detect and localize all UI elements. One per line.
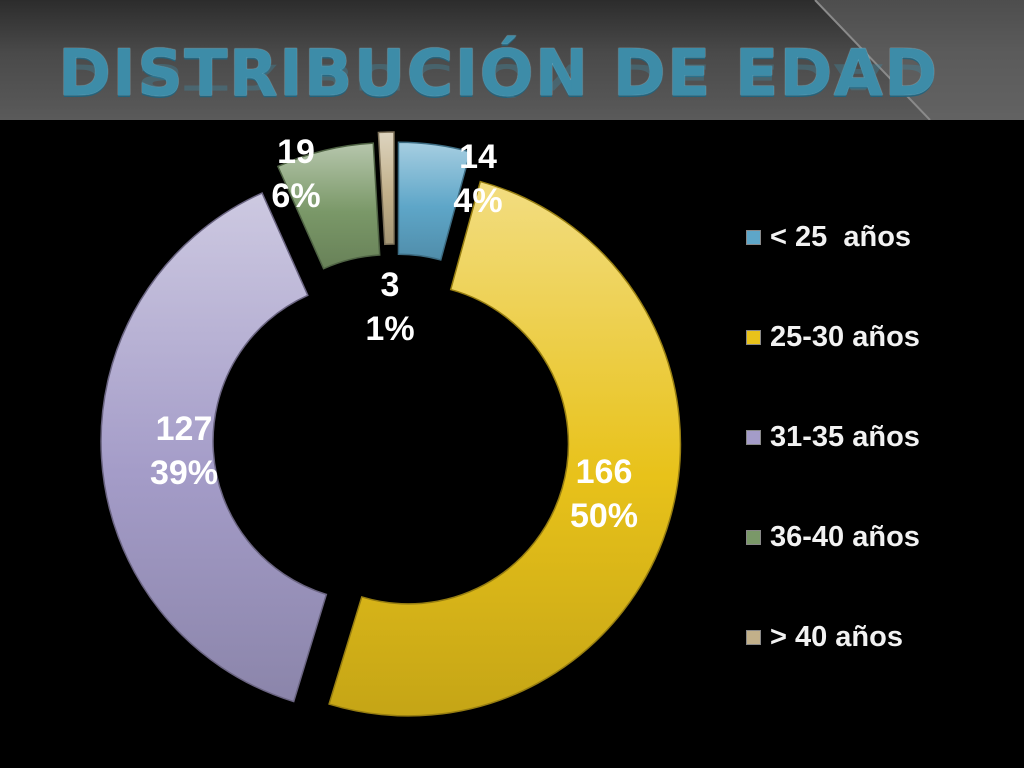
legend-swatch xyxy=(746,429,761,445)
slice-25-30 xyxy=(328,180,682,717)
data-label-percent-over-40: 1% xyxy=(365,310,414,348)
legend-label: < 25 años xyxy=(770,220,912,253)
data-label-value-36-40: 19 xyxy=(277,133,315,171)
legend-label: > 40 años xyxy=(770,620,903,653)
data-label-percent-36-40: 6% xyxy=(271,177,320,215)
legend-item-36-40: 36-40 años xyxy=(746,515,1016,559)
data-label-percent-31-35: 39% xyxy=(150,454,218,492)
legend-swatch xyxy=(746,629,761,645)
slide-title: DISTRIBUCIÓN DE EDAD xyxy=(58,37,939,111)
legend-label: 25-30 años xyxy=(770,320,920,353)
slice-36-40 xyxy=(276,142,381,270)
data-label-value-under-25: 14 xyxy=(459,138,497,176)
legend-item-31-35: 31-35 años xyxy=(746,415,1016,459)
legend-item-25-30: 25-30 años xyxy=(746,315,1016,359)
data-label-value-over-40: 3 xyxy=(381,266,400,304)
legend-item-over-40: > 40 años xyxy=(746,615,1016,659)
chart-legend: < 25 años 25-30 años 31-35 años 36-40 añ… xyxy=(746,215,1016,715)
legend-item-under-25: < 25 años xyxy=(746,215,1016,259)
legend-swatch xyxy=(746,329,761,345)
header-decoration xyxy=(814,0,1024,120)
data-label-percent-25-30: 50% xyxy=(570,497,638,535)
data-label-value-25-30: 166 xyxy=(576,453,633,491)
slice-31-35 xyxy=(100,192,328,703)
data-label-percent-under-25: 4% xyxy=(453,182,502,220)
legend-label: 36-40 años xyxy=(770,520,920,553)
legend-swatch xyxy=(746,529,761,545)
slice-over-40 xyxy=(377,131,395,246)
data-label-value-31-35: 127 xyxy=(156,410,213,448)
slices-layer xyxy=(100,131,682,717)
legend-label: 31-35 años xyxy=(770,420,920,453)
labels-layer: 14 4% 166 50% 127 39% 19 6% 3 1% xyxy=(150,133,638,535)
slice-under-25 xyxy=(397,141,472,261)
legend-swatch xyxy=(746,229,761,245)
